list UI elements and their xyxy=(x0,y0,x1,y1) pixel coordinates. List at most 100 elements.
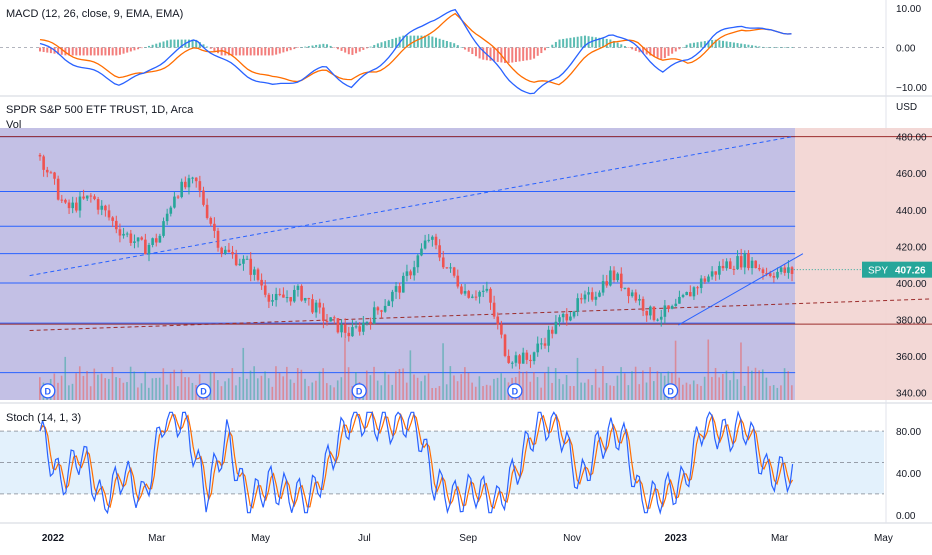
candle-body xyxy=(467,291,470,298)
volume-bar xyxy=(674,340,677,400)
candle xyxy=(649,305,652,320)
candle-body xyxy=(234,254,238,266)
volume-bar xyxy=(456,381,459,400)
candle xyxy=(609,266,612,287)
candle-body xyxy=(689,292,692,297)
macd-histogram-bar xyxy=(307,46,310,48)
macd-title: MACD (12, 26, close, 9, EMA, EMA) xyxy=(6,8,184,20)
macd-histogram-bar xyxy=(108,47,111,56)
candle xyxy=(638,294,641,306)
candle-body xyxy=(336,318,340,333)
volume-bar xyxy=(576,357,579,400)
candle-body xyxy=(278,293,282,295)
volume-bar xyxy=(562,384,564,400)
price-tick-label: 380.00 xyxy=(896,316,927,327)
macd-histogram-bar xyxy=(711,39,714,48)
candle-body xyxy=(343,324,347,333)
volume-bar xyxy=(187,377,190,400)
macd-histogram-bar xyxy=(638,47,641,53)
candle xyxy=(64,198,67,204)
macd-histogram-bar xyxy=(289,47,292,51)
candle-body xyxy=(125,233,129,235)
volume-bar xyxy=(133,371,136,400)
candle-body xyxy=(376,307,380,311)
volume-bar xyxy=(642,370,644,400)
volume-bar xyxy=(587,379,590,400)
volume-bar xyxy=(191,382,194,400)
candle-body xyxy=(492,302,496,317)
price-tick-label: 480.00 xyxy=(896,133,927,144)
macd-histogram-bar xyxy=(703,41,706,48)
dividend-marker xyxy=(507,383,523,399)
candle-body xyxy=(78,196,82,211)
candle-body xyxy=(420,248,423,256)
candle xyxy=(409,269,412,280)
volume-bar xyxy=(623,373,626,400)
candle-body xyxy=(71,202,74,209)
macd-histogram-bar xyxy=(685,44,688,48)
candle xyxy=(205,198,209,220)
candle-body xyxy=(256,269,260,280)
candle xyxy=(612,266,616,283)
macd-histogram-bar xyxy=(540,47,543,54)
candle xyxy=(699,275,703,294)
candle xyxy=(89,193,93,203)
candle xyxy=(779,266,783,275)
candle-body xyxy=(587,292,590,295)
candle-body xyxy=(285,297,289,299)
candle xyxy=(114,215,118,234)
candle-body xyxy=(594,296,598,300)
candle xyxy=(678,290,681,304)
candle xyxy=(365,321,369,326)
candle xyxy=(692,286,696,300)
volume-bar xyxy=(166,384,168,400)
candle xyxy=(492,295,496,319)
macd-histogram-bar xyxy=(82,47,85,56)
macd-histogram-bar xyxy=(213,47,216,51)
candle-body xyxy=(100,205,104,210)
macd-histogram-bar xyxy=(616,42,619,48)
candle-body xyxy=(725,261,728,269)
candle xyxy=(220,246,223,258)
candle xyxy=(427,234,431,243)
candle xyxy=(601,274,605,296)
macd-histogram-bar xyxy=(569,37,572,48)
macd-histogram-bar xyxy=(416,35,419,48)
macd-histogram-bar xyxy=(286,47,289,52)
candle xyxy=(478,290,481,304)
candle xyxy=(300,284,303,302)
macd-histogram-bar xyxy=(740,43,743,48)
candle xyxy=(154,233,158,247)
candle-body xyxy=(427,239,431,241)
volume-bar xyxy=(177,386,179,400)
candle-body xyxy=(49,172,53,174)
candle-body xyxy=(53,172,56,179)
macd-histogram-bar xyxy=(743,44,746,48)
candle-body xyxy=(728,261,732,269)
volume-bar xyxy=(373,366,375,400)
candle xyxy=(707,274,710,283)
macd-histogram-bar xyxy=(551,44,554,48)
macd-histogram-bar xyxy=(46,47,49,53)
macd-histogram-bar xyxy=(118,47,121,55)
candle-body xyxy=(627,287,630,297)
candle-body xyxy=(263,285,267,295)
macd-histogram-bar xyxy=(68,47,71,56)
candle-body xyxy=(739,256,743,268)
candle xyxy=(463,283,467,296)
volume-title: Vol xyxy=(6,119,22,131)
macd-histogram-bar xyxy=(39,47,41,52)
candle-body xyxy=(307,297,311,300)
candle-body xyxy=(670,306,674,309)
candle-body xyxy=(612,270,616,281)
candle xyxy=(71,196,74,214)
price-tick-label: 460.00 xyxy=(896,169,927,180)
last-price-tag xyxy=(862,261,932,278)
volume-bar xyxy=(718,377,720,400)
macd-line xyxy=(39,8,792,95)
time-axis-label: 2023 xyxy=(665,533,688,544)
candle-body xyxy=(293,289,296,302)
volume-bar xyxy=(431,387,433,400)
candle-body xyxy=(500,324,503,335)
